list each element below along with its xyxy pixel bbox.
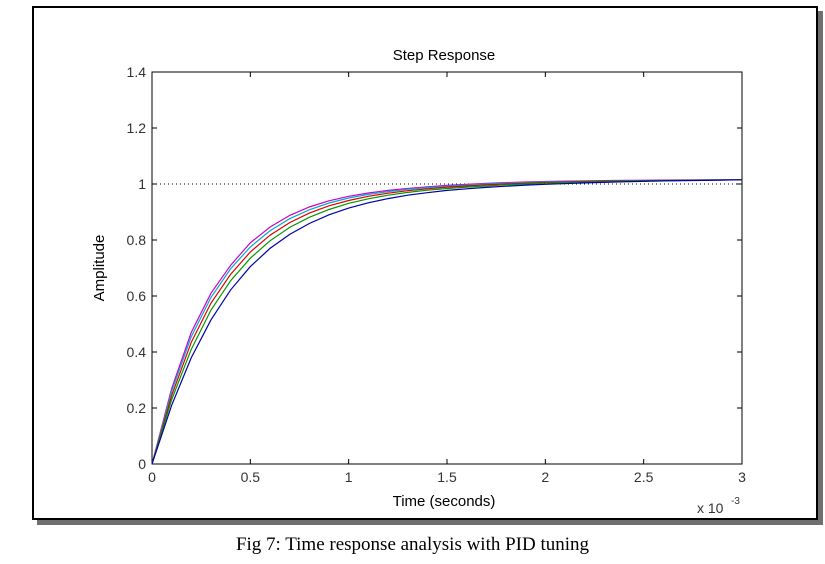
y-tick-label: 0.8 [127, 232, 147, 248]
x-tick-label: 0 [148, 469, 156, 485]
y-tick-label: 0.2 [127, 400, 147, 416]
y-tick-label: 0 [138, 456, 146, 472]
y-tick-label: 0.4 [127, 344, 147, 360]
series-line-green [151, 179, 743, 465]
x-tick-label: 3 [738, 469, 746, 485]
x-tick-label: 2.5 [634, 469, 654, 485]
series-line-blue [151, 179, 743, 465]
y-tick-label: 1.2 [127, 120, 147, 136]
figure-frame: 0 0.5 1 1.5 2 2.5 3 0 0.2 0.4 0.6 0.8 1 1.2 1.4 Step R… [32, 6, 818, 520]
x-tick-label: 2 [541, 469, 549, 485]
y-tick-label: 1 [138, 176, 146, 192]
x-tick-label: 0.5 [241, 469, 261, 485]
chart-title: Step Response [393, 47, 496, 64]
y-axis-label: Amplitude [91, 235, 108, 302]
x-exponent-power: -3 [731, 496, 740, 507]
y-tick-label: 0.6 [127, 288, 147, 304]
x-tick-label: 1 [345, 469, 353, 485]
x-axis-label: Time (seconds) [393, 493, 496, 510]
figure-caption: Fig 7: Time response analysis with PID t… [235, 534, 590, 555]
x-exponent-base: x 10 [697, 500, 724, 516]
plot-area [151, 71, 743, 465]
y-tick-label: 1.4 [127, 64, 147, 80]
step-response-chart: 0 0.5 1 1.5 2 2.5 3 0 0.2 0.4 0.6 0.8 1 1.2 1.4 Step R… [91, 47, 746, 516]
x-tick-label: 1.5 [437, 469, 457, 485]
